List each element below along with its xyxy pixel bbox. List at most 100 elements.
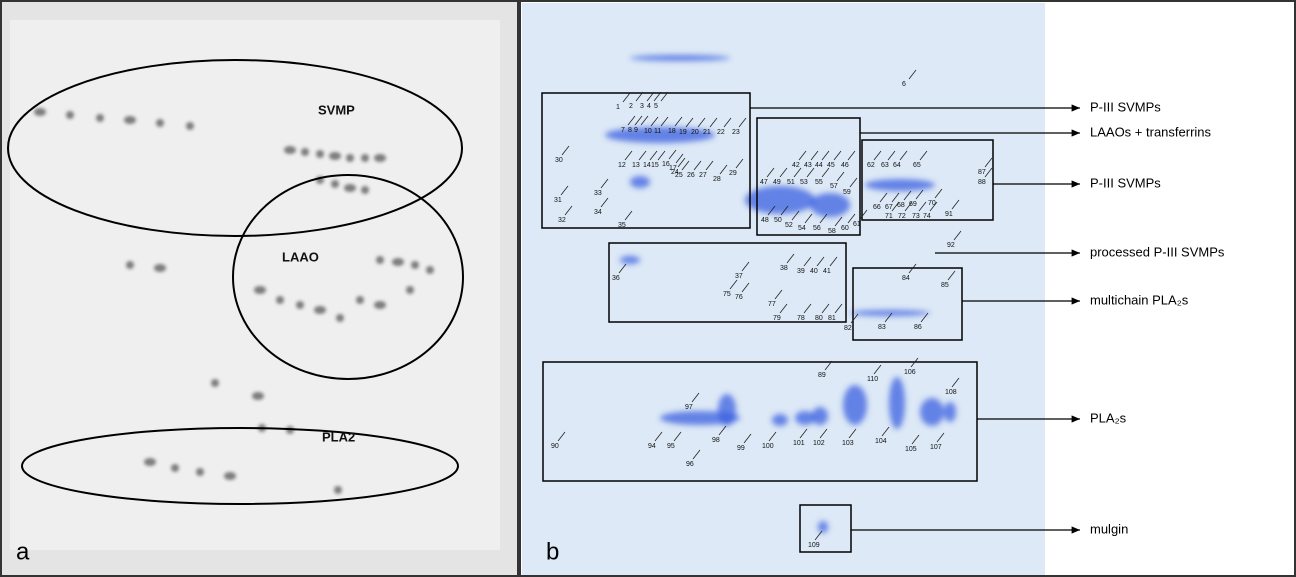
spot-number: 33 — [594, 190, 602, 197]
annotation: multichain PLA₂s — [1090, 292, 1189, 307]
gel-spot — [411, 261, 419, 269]
spot-number: 104 — [875, 438, 887, 445]
spot-number: 79 — [773, 315, 781, 322]
gel-spot — [810, 193, 850, 217]
region-label: LAAO — [282, 249, 319, 264]
spot-number: 8 — [628, 127, 632, 134]
gel-spot — [361, 154, 369, 162]
spot-number: 109 — [808, 542, 820, 549]
gel-a-inner — [10, 20, 500, 550]
gel-spot — [314, 306, 326, 314]
spot-number: 23 — [732, 129, 740, 136]
spot-number: 92 — [947, 242, 955, 249]
gel-spot — [795, 411, 815, 425]
spot-number: 20 — [691, 129, 699, 136]
spot-number: 30 — [555, 157, 563, 164]
spot-number: 58 — [828, 228, 836, 235]
gel-spot — [224, 472, 236, 480]
spot-number: 10 — [644, 128, 652, 135]
spot-number: 7 — [621, 127, 625, 134]
spot-number: 89 — [818, 372, 826, 379]
spot-number: 75 — [723, 291, 731, 298]
spot-number: 99 — [737, 445, 745, 452]
gel-spot — [154, 264, 166, 272]
panel-label: a — [16, 538, 30, 565]
spot-number: 87 — [978, 169, 986, 176]
gel-spot — [171, 464, 179, 472]
spot-number: 46 — [841, 162, 849, 169]
spot-number: 110 — [867, 376, 878, 383]
spot-number: 27 — [699, 172, 707, 179]
region-label: PLA2 — [322, 429, 355, 444]
spot-number: 91 — [945, 211, 953, 218]
spot-number: 47 — [760, 179, 768, 186]
spot-number: 105 — [905, 446, 917, 453]
annotation: mulgin — [1090, 521, 1128, 536]
spot-number: 37 — [735, 273, 743, 280]
spot-number: 72 — [898, 213, 906, 220]
spot-number: 70 — [928, 200, 936, 207]
spot-number: 73 — [912, 213, 920, 220]
gel-spot — [126, 261, 134, 269]
gel-spot — [329, 152, 341, 160]
spot-number: 5 — [654, 103, 658, 110]
gel-spot — [301, 148, 309, 156]
spot-number: 60 — [841, 225, 849, 232]
spot-number: 29 — [729, 170, 737, 177]
spot-number: 18 — [668, 128, 676, 135]
spot-number: 38 — [780, 265, 788, 272]
spot-number: 82 — [844, 325, 852, 332]
gel-spot — [944, 402, 956, 422]
spot-number: 26 — [687, 172, 695, 179]
spot-number: 97 — [685, 404, 693, 411]
spot-number: 2 — [629, 103, 633, 110]
spot-number: 98 — [712, 437, 720, 444]
spot-number: 36 — [612, 275, 620, 282]
annotation: P-III SVMPs — [1090, 175, 1161, 190]
gel-spot — [356, 296, 364, 304]
spot-number: 85 — [941, 282, 949, 289]
gel-spot — [406, 286, 414, 294]
gel-spot — [211, 379, 219, 387]
spot-number: 94 — [648, 443, 656, 450]
spot-number: 74 — [923, 213, 931, 220]
spot-number: 88 — [978, 179, 986, 186]
gel-spot — [144, 458, 156, 466]
spot-number: 25 — [675, 172, 683, 179]
spot-number: 34 — [594, 209, 602, 216]
spot-number: 19 — [679, 129, 687, 136]
spot-number: 1 — [616, 104, 620, 111]
gel-spot — [156, 119, 164, 127]
annotation: processed P-III SVMPs — [1090, 244, 1225, 259]
spot-number: 66 — [873, 204, 881, 211]
spot-number: 71 — [885, 213, 893, 220]
gel-spot — [812, 407, 828, 425]
spot-number: 101 — [793, 440, 805, 447]
spot-number: 35 — [618, 222, 626, 229]
spot-number: 106 — [904, 369, 916, 376]
spot-number: 56 — [813, 225, 821, 232]
spot-number: 43 — [804, 162, 812, 169]
spot-number: 63 — [881, 162, 889, 169]
spot-number: 4 — [647, 103, 651, 110]
gel-spot — [426, 266, 434, 274]
panel-label: b — [546, 538, 559, 565]
gel-spot — [344, 184, 356, 192]
spot-number: 40 — [810, 268, 818, 275]
spot-number: 49 — [773, 179, 781, 186]
gel-spot — [316, 150, 324, 158]
gel-spot — [745, 186, 815, 214]
spot-number: 108 — [945, 389, 957, 396]
spot-number: 12 — [618, 162, 626, 169]
spot-number: 31 — [554, 197, 562, 204]
gel-spot — [818, 521, 828, 533]
spot-number: 61 — [853, 221, 861, 228]
spot-number: 39 — [797, 268, 805, 275]
spot-number: 48 — [761, 217, 769, 224]
gel-spot — [843, 385, 867, 425]
spot-number: 64 — [893, 162, 901, 169]
spot-number: 54 — [798, 225, 806, 232]
panel-a: SVMP LAAO PLA2 a — [1, 1, 518, 576]
gel-spot — [718, 394, 736, 426]
spot-number: 107 — [930, 444, 942, 451]
